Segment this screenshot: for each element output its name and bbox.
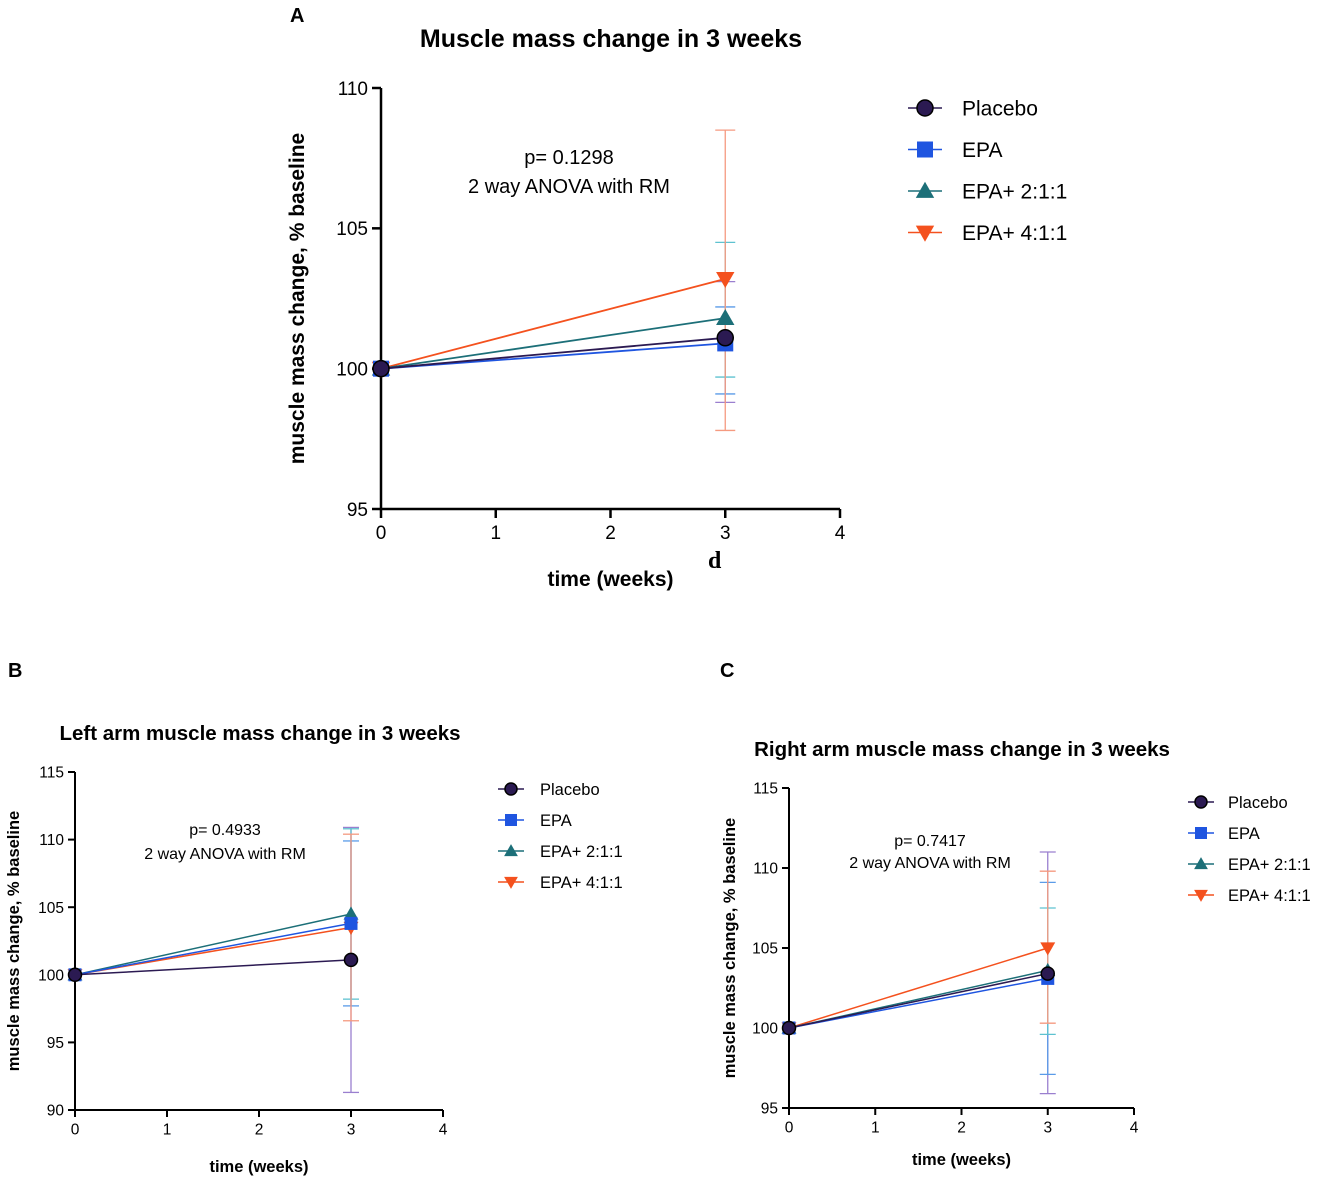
data-point-Placebo <box>1040 966 1055 981</box>
legend-label: EPA+ 4:1:1 <box>540 874 623 892</box>
p-value-annotation: p= 0.1298 <box>524 147 614 169</box>
series-line-Placebo <box>788 972 1048 1029</box>
legend-marker <box>916 99 934 117</box>
x-tick-label: 3 <box>347 1122 356 1139</box>
y-tick-label: 110 <box>338 79 368 100</box>
legend-marker <box>1195 827 1207 839</box>
data-point-Placebo <box>716 329 734 347</box>
data-point-Placebo <box>781 1020 797 1036</box>
x-axis-label: time (weeks) <box>912 1151 1011 1169</box>
data-point-EPA+ 4:1:1 <box>1040 942 1056 956</box>
x-tick-label: 4 <box>439 1122 448 1139</box>
legend-label: EPA+ 4:1:1 <box>1228 887 1311 905</box>
y-tick-label: 105 <box>38 900 64 917</box>
y-tick-label: 105 <box>336 219 368 240</box>
series-line-Placebo <box>74 959 352 976</box>
panel-C: C Right arm muscle mass change in 3 weeks… <box>720 660 1311 1169</box>
p-value-annotation: p= 0.7417 <box>894 833 966 850</box>
y-tick-label: 90 <box>47 1103 65 1120</box>
legend-marker <box>1194 889 1208 902</box>
x-tick-label: 0 <box>785 1120 794 1137</box>
x-tick-label: 2 <box>957 1120 966 1137</box>
y-tick-label: 95 <box>761 1101 778 1118</box>
data-point-Placebo <box>67 967 83 983</box>
panel-letter: B <box>8 660 22 682</box>
data-point-EPA+ 4:1:1 <box>716 271 735 289</box>
legend-label: EPA+ 2:1:1 <box>540 843 623 861</box>
y-tick-label: 100 <box>752 1021 778 1038</box>
x-tick-label: 3 <box>720 523 731 544</box>
y-axis-label: muscle mass change, % baseline <box>286 133 309 465</box>
x-tick-label: 4 <box>835 523 846 544</box>
x-axis-label: time (weeks) <box>547 568 673 591</box>
panel-letter: C <box>720 660 734 682</box>
data-point-Placebo <box>343 952 359 968</box>
legend-label: EPA <box>540 812 572 830</box>
y-tick-label: 100 <box>336 360 368 381</box>
panel-B: B Left arm muscle mass change in 3 weeks 9… <box>5 660 623 1176</box>
y-tick-label: 110 <box>39 832 64 849</box>
legend-marker <box>504 844 518 857</box>
test-annotation: 2 way ANOVA with RM <box>144 846 306 863</box>
x-tick-label: 1 <box>163 1122 172 1139</box>
y-tick-label: 110 <box>753 861 778 878</box>
data-point-Placebo <box>372 359 390 378</box>
legend-marker <box>915 181 935 198</box>
stray-mark: d <box>708 548 722 574</box>
p-value-annotation: p= 0.4933 <box>189 822 261 839</box>
chart-title: Muscle mass change in 3 weeks <box>420 25 802 53</box>
series-line-EPA <box>788 977 1048 1029</box>
data-point-EPA <box>344 916 358 930</box>
test-annotation: 2 way ANOVA with RM <box>468 176 670 198</box>
legend-label: Placebo <box>540 781 600 799</box>
legend-marker <box>504 782 518 796</box>
x-tick-label: 1 <box>490 523 501 544</box>
chart-title: Right arm muscle mass change in 3 weeks <box>754 738 1170 761</box>
series-line-EPA+ 2:1:1 <box>74 913 352 976</box>
x-tick-label: 0 <box>376 523 387 544</box>
test-annotation: 2 way ANOVA with RM <box>849 855 1011 872</box>
series-line-EPA+ 4:1:1 <box>788 947 1048 1029</box>
x-tick-label: 4 <box>1130 1120 1139 1137</box>
legend-label: EPA <box>962 139 1002 162</box>
legend-marker <box>504 876 518 889</box>
series-line-EPA+ 2:1:1 <box>380 317 726 370</box>
x-axis-label: time (weeks) <box>209 1158 308 1176</box>
legend-label: EPA+ 2:1:1 <box>1228 856 1311 874</box>
data-point-EPA+ 2:1:1 <box>343 906 359 920</box>
x-tick-label: 2 <box>255 1122 264 1139</box>
y-tick-label: 95 <box>47 1035 64 1052</box>
legend-label: Placebo <box>962 98 1038 121</box>
legend-marker <box>915 225 935 242</box>
series-line-EPA <box>74 922 352 976</box>
legend-label: EPA+ 4:1:1 <box>962 222 1067 245</box>
x-tick-label: 1 <box>871 1120 880 1137</box>
x-tick-label: 2 <box>605 523 616 544</box>
legend-marker <box>1194 857 1208 870</box>
legend-marker <box>1194 795 1208 809</box>
y-tick-label: 95 <box>347 500 368 521</box>
x-tick-label: 0 <box>71 1122 80 1139</box>
legend-label: EPA <box>1228 825 1260 843</box>
legend-marker <box>505 814 517 826</box>
panel-letter: A <box>290 5 304 27</box>
series-line-EPA <box>380 342 726 370</box>
y-tick-label: 115 <box>39 765 64 782</box>
series-line-Placebo <box>380 336 726 370</box>
legend-marker <box>917 141 933 158</box>
x-tick-label: 3 <box>1043 1120 1052 1137</box>
y-axis-label: muscle mass change, % baseline <box>721 818 739 1078</box>
legend-label: Placebo <box>1228 794 1288 812</box>
y-tick-label: 115 <box>753 781 778 798</box>
chart-title: Left arm muscle mass change in 3 weeks <box>59 722 460 745</box>
y-tick-label: 100 <box>38 967 64 984</box>
legend-label: EPA+ 2:1:1 <box>962 181 1067 204</box>
series-line-EPA+ 4:1:1 <box>380 277 726 370</box>
y-tick-label: 105 <box>752 941 778 958</box>
y-axis-label: muscle mass change, % baseline <box>5 811 23 1071</box>
data-point-EPA+ 2:1:1 <box>716 308 735 326</box>
